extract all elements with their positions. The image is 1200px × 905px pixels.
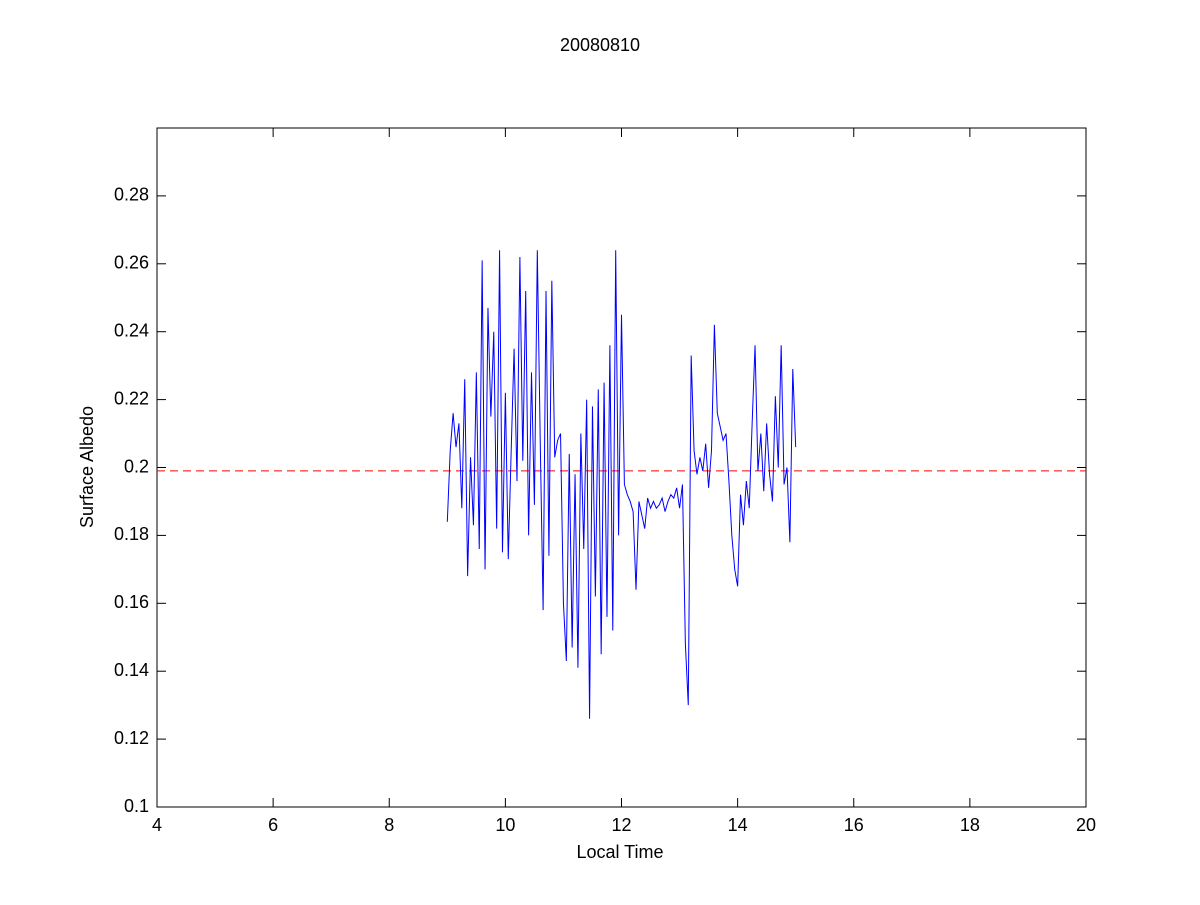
x-tick-label: 10 bbox=[495, 815, 515, 835]
x-axis-label: Local Time bbox=[576, 842, 663, 862]
y-tick-label: 0.24 bbox=[114, 320, 149, 340]
x-tick-label: 12 bbox=[611, 815, 631, 835]
y-tick-label: 0.26 bbox=[114, 253, 149, 273]
y-tick-label: 0.12 bbox=[114, 728, 149, 748]
x-tick-label: 14 bbox=[728, 815, 748, 835]
data-line bbox=[446, 250, 797, 719]
x-tick-label: 18 bbox=[960, 815, 980, 835]
x-tick-label: 8 bbox=[384, 815, 394, 835]
y-tick-label: 0.22 bbox=[114, 388, 149, 408]
y-tick-label: 0.18 bbox=[114, 524, 149, 544]
plot-area bbox=[156, 127, 1087, 808]
y-tick-label: 0.28 bbox=[114, 185, 149, 205]
x-tick-label: 6 bbox=[268, 815, 278, 835]
y-tick-label: 0.1 bbox=[124, 796, 149, 816]
chart-title: 20080810 bbox=[560, 35, 640, 55]
x-tick-label: 16 bbox=[844, 815, 864, 835]
x-tick-label: 4 bbox=[152, 815, 162, 835]
y-tick-label: 0.16 bbox=[114, 592, 149, 612]
x-tick-label: 20 bbox=[1076, 815, 1096, 835]
y-tick-label: 0.2 bbox=[124, 456, 149, 476]
y-axis-label: Surface Albedo bbox=[77, 406, 97, 528]
y-tick-label: 0.14 bbox=[114, 660, 149, 680]
